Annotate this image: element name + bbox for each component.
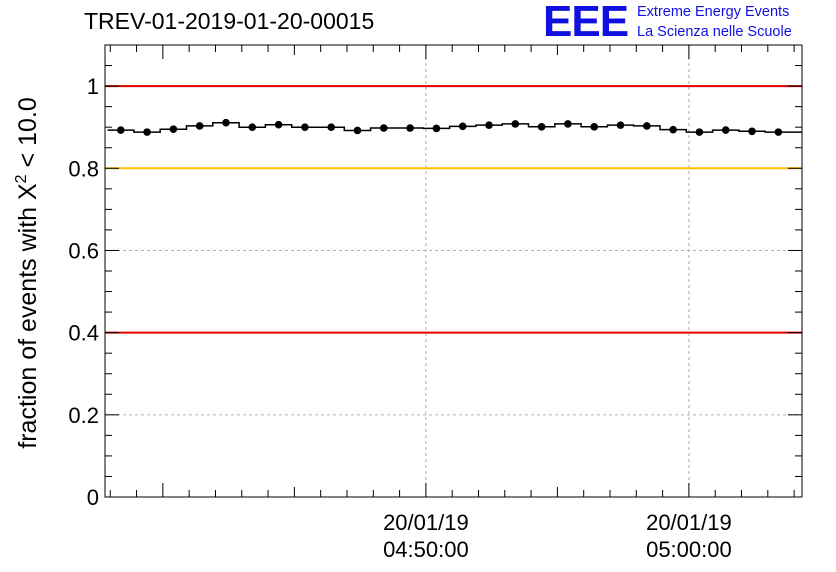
data-point	[564, 120, 572, 128]
y-tick-label: 0	[87, 485, 99, 510]
axes	[104, 44, 803, 498]
data-point	[485, 121, 493, 129]
y-tick-label: 0.8	[68, 156, 99, 181]
data-point	[590, 122, 599, 131]
data-point	[222, 118, 230, 127]
data-point	[643, 122, 651, 130]
data-point	[380, 124, 388, 132]
data-point	[406, 124, 414, 132]
grid-lines	[105, 45, 802, 497]
x-tick-label-time: 05:00:00	[646, 537, 732, 562]
y-tick-label: 0.4	[68, 321, 99, 346]
x-tick-label-time: 04:50:00	[383, 537, 469, 562]
data-point	[327, 123, 335, 131]
logo-tagline-1: Extreme Energy Events	[637, 4, 790, 20]
data-point	[169, 125, 178, 134]
data-point	[248, 123, 257, 131]
reference-lines	[105, 85, 802, 334]
logo-tagline-2: La Scienza nelle Scuole	[637, 24, 792, 40]
data-point	[301, 123, 309, 131]
data-point	[458, 122, 467, 131]
data-point	[669, 125, 677, 134]
data-point	[432, 124, 441, 133]
eee-logo: EEE	[543, 0, 629, 46]
data-point	[274, 120, 283, 129]
data-point	[748, 127, 756, 136]
x-tick-label-date: 20/01/19	[383, 510, 469, 535]
y-tick-label: 0.6	[68, 238, 99, 263]
data-point	[616, 121, 625, 129]
data-point	[511, 120, 520, 128]
y-tick-label: 0.2	[68, 403, 99, 428]
data-point	[695, 128, 704, 136]
y-tick-label: 1	[87, 74, 99, 99]
data-point	[353, 126, 362, 135]
axis-labels: 00.20.40.60.8120/01/1904:50:0020/01/1905…	[13, 74, 732, 562]
data-point	[116, 126, 125, 134]
data-point	[195, 122, 204, 130]
data-point	[143, 128, 151, 136]
data-point	[537, 122, 546, 131]
y-axis-label: fraction of events with X2 < 10.0	[13, 97, 42, 448]
x-tick-label-date: 20/01/19	[646, 510, 732, 535]
data-point	[774, 128, 783, 136]
data-point	[721, 126, 730, 134]
plot-frame	[104, 44, 803, 498]
data-series	[107, 118, 802, 136]
chart-title: TREV-01-2019-01-20-00015	[84, 8, 375, 34]
